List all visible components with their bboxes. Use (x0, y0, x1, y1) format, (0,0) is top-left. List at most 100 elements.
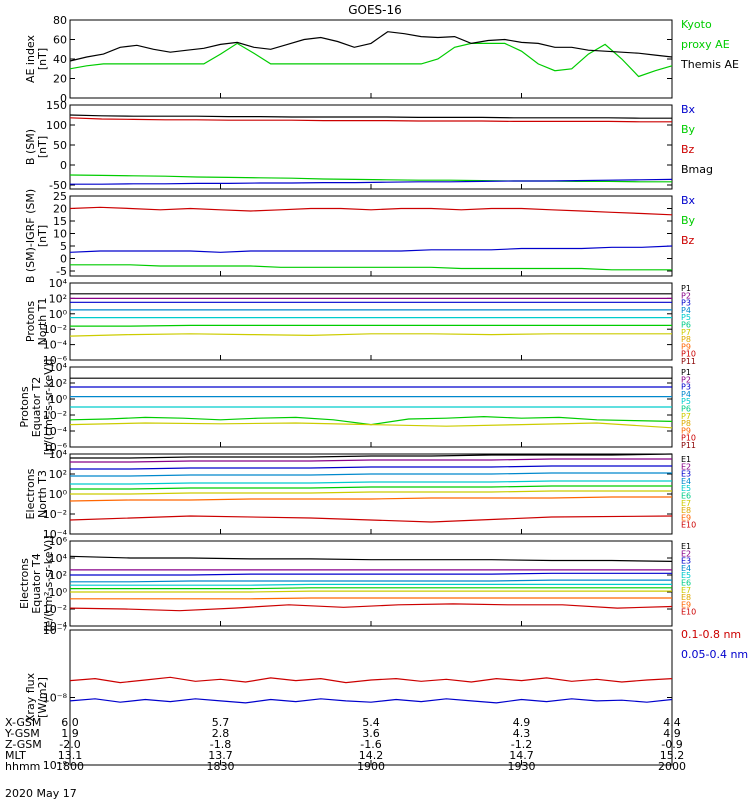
legend-entry: E8 (681, 506, 691, 515)
y-tick-label: 10² (49, 292, 67, 305)
x-axis-value: 4.4 (663, 716, 681, 729)
y-tick-label: 100 (46, 119, 67, 132)
series-line-kyoto-proxy-ae (69, 42, 673, 78)
x-axis-value: -0.9 (661, 738, 682, 751)
legend-entry: E7 (681, 586, 691, 595)
x-axis-value: 1930 (508, 760, 536, 773)
legend-entry: P8 (681, 419, 691, 428)
y-tick-label: 10⁻⁶ (43, 441, 68, 454)
y-tick-label: 10⁻⁸ (43, 692, 68, 705)
legend-entry: E6 (681, 579, 691, 588)
y-axis-label: Equator T2 (30, 377, 43, 437)
y-tick-label: 10⁻⁹ (43, 759, 67, 772)
series-line-e6 (70, 485, 672, 490)
legend-entry: Bx (681, 194, 696, 207)
x-axis-value: -2.0 (59, 738, 80, 751)
y-tick-label: 10⁻² (43, 323, 67, 336)
x-axis-value: 4.9 (513, 716, 531, 729)
y-axis-label: B (SM) (24, 129, 37, 165)
legend-entry: P3 (681, 383, 691, 392)
x-axis-value: 1830 (207, 760, 235, 773)
series-line-p7 (69, 333, 672, 337)
x-axis-value: 2.8 (212, 727, 230, 740)
legend-entry: P10 (681, 350, 696, 359)
legend-entry: P5 (681, 313, 691, 322)
y-tick-label: 10⁴ (49, 448, 68, 461)
legend-entry: Bx (681, 103, 696, 116)
series-line-e10 (69, 515, 673, 523)
series-line-bmag (69, 114, 672, 119)
legend-entry: E10 (681, 608, 696, 617)
series-line-e6 (70, 587, 672, 590)
legend-entry: P8 (681, 335, 691, 344)
legend-entry: E3 (681, 470, 691, 479)
y-tick-label: 5 (60, 240, 67, 253)
legend-entry: 0.1-0.8 nm (681, 628, 741, 641)
x-axis-value: 15.2 (660, 749, 685, 762)
x-axis-value: 13.1 (58, 749, 83, 762)
series-line-e8 (69, 496, 672, 502)
series-line-e3 (70, 572, 672, 576)
legend-entry: proxy AE (681, 38, 730, 51)
series-line-e10 (69, 603, 673, 612)
legend-entry: P6 (681, 321, 691, 330)
legend-entry: E4 (681, 564, 691, 573)
legend-entry: Bmag (681, 163, 713, 176)
y-tick-label: 10² (49, 377, 67, 390)
panel-frame (69, 282, 673, 361)
y-tick-label: 0 (60, 253, 67, 266)
legend-entry: E9 (681, 513, 691, 522)
y-tick-label: 10 (53, 228, 67, 241)
x-axis-row-label: Y-GSM (4, 727, 40, 740)
y-tick-label: 10⁴ (49, 361, 68, 374)
legend-entry: P2 (681, 291, 691, 300)
y-tick-label: 10⁴ (49, 277, 68, 290)
chart-title: GOES-16 (348, 3, 402, 17)
y-axis-label: [nT] (36, 225, 49, 247)
series-line-p6 (70, 324, 672, 327)
y-tick-label: -5 (56, 265, 67, 278)
x-axis-value: -1.2 (511, 738, 532, 751)
legend-entry: P3 (681, 299, 691, 308)
series-line-e7 (70, 590, 672, 593)
x-axis-value: 13.7 (208, 749, 233, 762)
x-axis-value: 5.4 (362, 716, 380, 729)
y-tick-label: 10⁶ (49, 535, 68, 548)
y-tick-label: 20 (53, 73, 67, 86)
legend-entry: E1 (681, 542, 691, 551)
legend-entry: E9 (681, 600, 691, 609)
legend-entry: E10 (681, 521, 696, 530)
series-line-e2 (70, 458, 672, 463)
legend-entry: P1 (681, 284, 691, 293)
y-axis-label: [e/(cm²-s-sr-keV)] (42, 535, 55, 631)
y-tick-label: 0 (60, 92, 67, 105)
series-line-e1 (70, 453, 673, 459)
legend-entry: By (681, 214, 696, 227)
legend-entry: E6 (681, 492, 691, 501)
y-axis-label: North T3 (36, 470, 49, 518)
series-line-e4 (70, 579, 672, 583)
legend-entry: P9 (681, 426, 691, 435)
y-axis-label: North T1 (36, 298, 49, 346)
series-line-by (70, 264, 672, 271)
series-line-bx (70, 178, 673, 185)
legend-entry: P1 (681, 368, 691, 377)
x-axis-row-label: X-GSM (5, 716, 41, 729)
series-line-e5 (70, 480, 672, 485)
y-axis-label: Protons (24, 301, 37, 342)
legend-entry: E2 (681, 549, 691, 558)
legend-entry: E5 (681, 484, 691, 493)
y-axis-label: AE index (24, 34, 37, 83)
series-line-themis-ae (69, 31, 673, 62)
series-line-bz (69, 206, 673, 216)
y-tick-label: 10⁻² (43, 508, 67, 521)
panel-frame (69, 19, 673, 99)
y-axis-label: Xray flux (24, 672, 37, 722)
y-axis-label: [W/m2] (36, 677, 49, 718)
legend-entry: Bz (681, 143, 695, 156)
y-tick-label: 25 (53, 190, 67, 203)
date-label: 2020 May 17 (5, 787, 77, 800)
x-axis-row-label: Z-GSM (5, 738, 42, 751)
